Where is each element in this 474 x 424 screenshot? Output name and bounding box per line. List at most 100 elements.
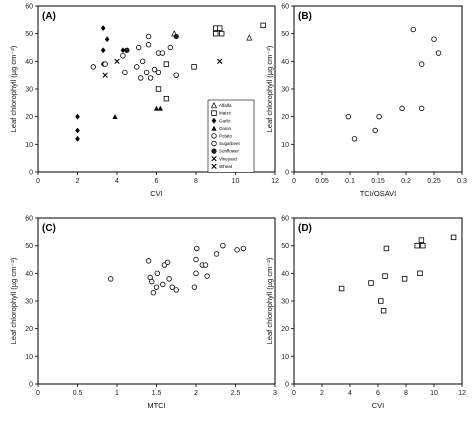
x-tick-label: 6 (376, 390, 380, 397)
legend-marker (211, 148, 217, 154)
data-point (260, 22, 266, 29)
y-tick-label: 20 (25, 326, 33, 333)
y-tick-label: 30 (25, 299, 33, 306)
data-point (173, 33, 179, 40)
series-sugarbeet (120, 33, 179, 78)
data-point (191, 64, 197, 70)
data-point (194, 245, 200, 252)
data-point (351, 136, 358, 142)
legend-label: Potato (219, 134, 233, 139)
y-tick-label: 0 (285, 170, 289, 177)
data-point (136, 44, 142, 51)
series-points (345, 26, 442, 142)
data-point (90, 64, 96, 70)
x-tick-label: 10 (232, 178, 240, 185)
data-point (120, 53, 126, 59)
legend: Alfalfa Maize Garlic Onion Potato Sugarbeet Su… (207, 99, 255, 173)
series-onion (112, 105, 163, 119)
x-tick-label: 2 (320, 390, 324, 397)
data-point (157, 105, 163, 111)
data-point (163, 61, 170, 67)
y-tick-label: 30 (281, 87, 289, 94)
y-tick-label: 60 (281, 216, 289, 223)
data-point (345, 113, 352, 120)
legend-marker (211, 110, 217, 116)
data-point (193, 270, 199, 277)
data-point (399, 105, 405, 112)
data-point (164, 259, 171, 265)
data-point (155, 69, 162, 76)
data-point (102, 72, 108, 78)
data-point (167, 44, 174, 51)
data-point (173, 287, 179, 293)
series-alfalfa (171, 30, 253, 41)
data-point (137, 75, 144, 81)
x-tick-label: 8 (194, 178, 198, 185)
panel-label: (A) (42, 11, 56, 22)
data-point (159, 50, 166, 56)
x-tick-label: 0.05 (315, 178, 329, 185)
data-point (149, 278, 155, 285)
y-tick-label: 40 (25, 271, 33, 278)
y-tick-label: 10 (25, 354, 33, 361)
y-tick-label: 50 (281, 31, 289, 38)
data-point (102, 61, 108, 67)
y-tick-label: 40 (281, 271, 289, 278)
x-tick-label: 12 (271, 178, 279, 185)
data-point (380, 307, 387, 314)
series-points (107, 242, 247, 296)
data-point (147, 75, 154, 81)
x-tick-label: 2 (194, 390, 198, 397)
data-point (372, 127, 378, 134)
data-point (202, 262, 209, 268)
data-point (155, 86, 162, 92)
y-tick-label: 40 (25, 59, 33, 66)
data-point (145, 42, 152, 48)
data-point (204, 273, 210, 279)
data-point (100, 25, 106, 32)
data-point (163, 95, 170, 102)
legend-marker (211, 163, 217, 169)
data-point (173, 72, 179, 78)
data-point (100, 47, 106, 54)
data-point (160, 281, 166, 288)
data-point (418, 61, 425, 67)
x-tick-label: 0 (36, 178, 40, 185)
data-point (217, 58, 223, 65)
series-garlic (75, 25, 126, 142)
y-tick-label: 30 (281, 299, 289, 306)
x-axis-title: CVI (150, 189, 163, 198)
data-point (213, 251, 220, 257)
legend-marker (211, 156, 217, 162)
data-point (151, 66, 158, 73)
data-point (145, 258, 152, 264)
legend-marker (211, 117, 217, 124)
x-tick-label: 0.3 (457, 178, 467, 185)
x-tick-label: 0 (292, 390, 296, 397)
x-tick-label: 0.1 (345, 178, 355, 185)
data-point (193, 256, 199, 263)
series-potato (90, 50, 166, 81)
y-tick-label: 40 (281, 59, 289, 66)
panel-label: (B) (298, 11, 312, 22)
data-point (134, 64, 140, 70)
legend-label: Wheat (219, 164, 233, 169)
data-point (401, 276, 408, 282)
data-point (218, 30, 225, 37)
data-point (220, 242, 226, 249)
x-tick-label: 2 (76, 178, 80, 185)
legend-label: Vineyard (219, 156, 237, 161)
panel-label: (D) (298, 223, 312, 234)
data-point (418, 237, 425, 243)
data-point (435, 50, 442, 56)
data-point (107, 276, 114, 282)
y-tick-label: 30 (25, 87, 33, 94)
data-point (120, 47, 126, 54)
y-tick-label: 10 (281, 142, 289, 149)
y-axis-title: Leaf chlorophyll (µg cm⁻²) (265, 257, 274, 344)
y-tick-label: 0 (29, 170, 33, 177)
panel-label: (C) (42, 223, 56, 234)
x-tick-label: 2.5 (231, 390, 241, 397)
